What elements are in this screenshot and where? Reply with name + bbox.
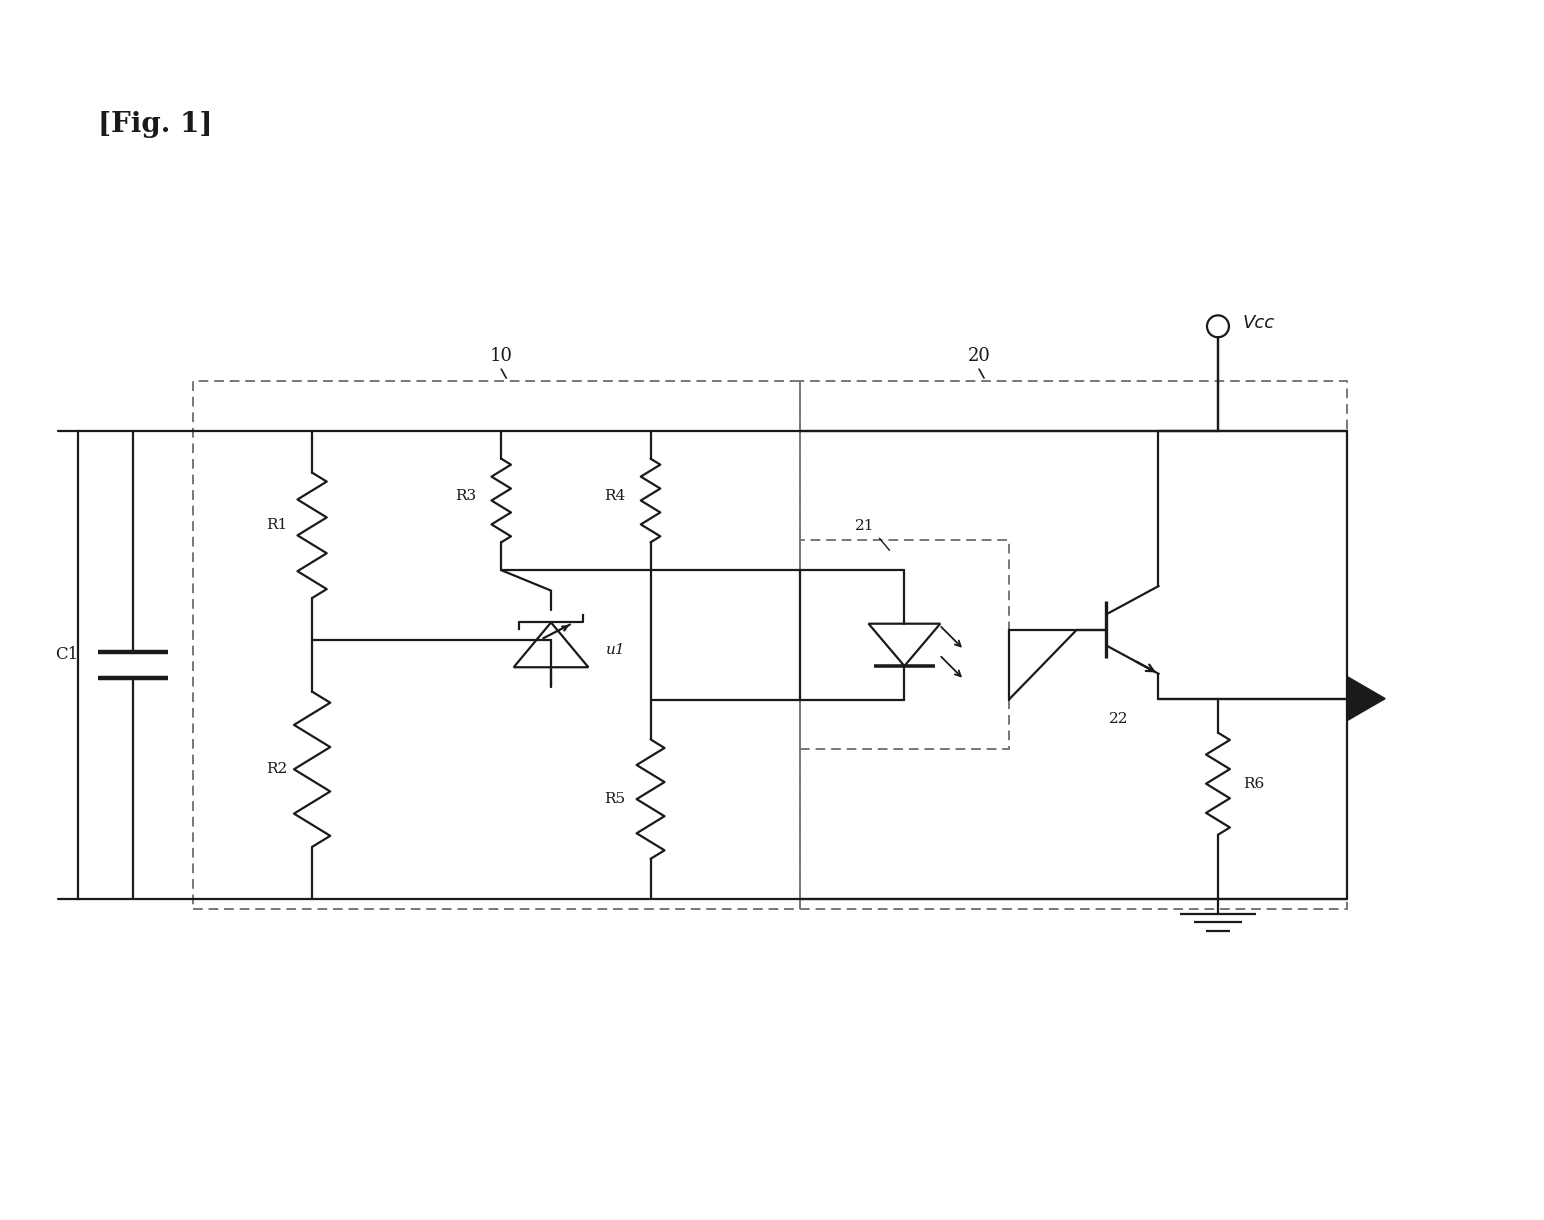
Text: 10: 10 [489, 348, 513, 365]
Text: [Fig. 1]: [Fig. 1] [99, 111, 213, 138]
Text: R1: R1 [266, 518, 287, 532]
Text: R4: R4 [604, 488, 625, 503]
Text: 21: 21 [855, 520, 874, 533]
Bar [800, 381, 1348, 909]
Text: R2: R2 [266, 762, 287, 776]
Text: u1: u1 [605, 643, 625, 656]
Text: 22: 22 [1109, 712, 1129, 726]
Polygon shape [1348, 677, 1385, 721]
Text: R5: R5 [605, 792, 625, 806]
Text: 20: 20 [968, 348, 991, 365]
Bar [800, 540, 1008, 749]
Text: Vcc: Vcc [1243, 315, 1275, 332]
Bar [193, 381, 800, 909]
Text: R6: R6 [1243, 777, 1265, 791]
Text: C1: C1 [56, 647, 79, 664]
Text: R3: R3 [455, 488, 477, 503]
